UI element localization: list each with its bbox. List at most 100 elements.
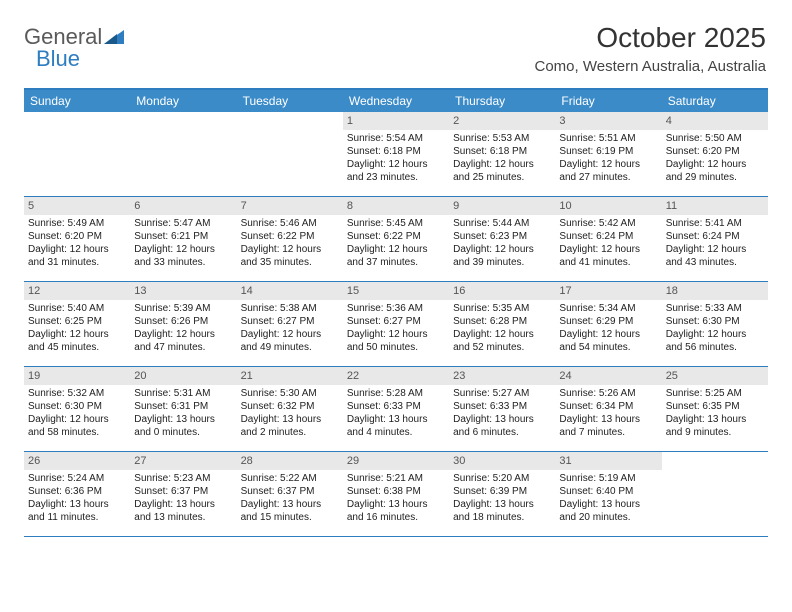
day-cell: 22Sunrise: 5:28 AMSunset: 6:33 PMDayligh… bbox=[343, 367, 449, 451]
sunrise-text: Sunrise: 5:44 AM bbox=[453, 217, 551, 230]
day-body: Sunrise: 5:44 AMSunset: 6:23 PMDaylight:… bbox=[449, 215, 555, 273]
daylight-text: Daylight: 12 hours and 49 minutes. bbox=[241, 328, 339, 354]
sunrise-text: Sunrise: 5:40 AM bbox=[28, 302, 126, 315]
day-number: 12 bbox=[24, 282, 130, 300]
day-header: Tuesday bbox=[237, 90, 343, 112]
week-row: 26Sunrise: 5:24 AMSunset: 6:36 PMDayligh… bbox=[24, 452, 768, 537]
month-title: October 2025 bbox=[535, 22, 767, 54]
sunset-text: Sunset: 6:22 PM bbox=[347, 230, 445, 243]
day-number: 30 bbox=[449, 452, 555, 470]
day-cell: 5Sunrise: 5:49 AMSunset: 6:20 PMDaylight… bbox=[24, 197, 130, 281]
day-body: Sunrise: 5:22 AMSunset: 6:37 PMDaylight:… bbox=[237, 470, 343, 528]
logo-text-blue-wrap: Blue bbox=[36, 46, 80, 72]
day-number: 10 bbox=[555, 197, 661, 215]
day-cell: 8Sunrise: 5:45 AMSunset: 6:22 PMDaylight… bbox=[343, 197, 449, 281]
daylight-text: Daylight: 13 hours and 15 minutes. bbox=[241, 498, 339, 524]
day-number: 8 bbox=[343, 197, 449, 215]
day-number: 17 bbox=[555, 282, 661, 300]
sunset-text: Sunset: 6:24 PM bbox=[559, 230, 657, 243]
daylight-text: Daylight: 13 hours and 6 minutes. bbox=[453, 413, 551, 439]
sunset-text: Sunset: 6:30 PM bbox=[666, 315, 764, 328]
sunrise-text: Sunrise: 5:25 AM bbox=[666, 387, 764, 400]
day-body: Sunrise: 5:46 AMSunset: 6:22 PMDaylight:… bbox=[237, 215, 343, 273]
day-cell: 6Sunrise: 5:47 AMSunset: 6:21 PMDaylight… bbox=[130, 197, 236, 281]
sunrise-text: Sunrise: 5:36 AM bbox=[347, 302, 445, 315]
week-row: 5Sunrise: 5:49 AMSunset: 6:20 PMDaylight… bbox=[24, 197, 768, 282]
day-number: 22 bbox=[343, 367, 449, 385]
day-body: Sunrise: 5:27 AMSunset: 6:33 PMDaylight:… bbox=[449, 385, 555, 443]
day-cell: 17Sunrise: 5:34 AMSunset: 6:29 PMDayligh… bbox=[555, 282, 661, 366]
sunrise-text: Sunrise: 5:20 AM bbox=[453, 472, 551, 485]
sunset-text: Sunset: 6:32 PM bbox=[241, 400, 339, 413]
sunset-text: Sunset: 6:39 PM bbox=[453, 485, 551, 498]
day-body: Sunrise: 5:47 AMSunset: 6:21 PMDaylight:… bbox=[130, 215, 236, 273]
day-number: 1 bbox=[343, 112, 449, 130]
day-cell: 1Sunrise: 5:54 AMSunset: 6:18 PMDaylight… bbox=[343, 112, 449, 196]
daylight-text: Daylight: 13 hours and 9 minutes. bbox=[666, 413, 764, 439]
day-header: Saturday bbox=[662, 90, 768, 112]
day-body: Sunrise: 5:30 AMSunset: 6:32 PMDaylight:… bbox=[237, 385, 343, 443]
sunrise-text: Sunrise: 5:28 AM bbox=[347, 387, 445, 400]
sunrise-text: Sunrise: 5:19 AM bbox=[559, 472, 657, 485]
day-number: 3 bbox=[555, 112, 661, 130]
day-cell: 4Sunrise: 5:50 AMSunset: 6:20 PMDaylight… bbox=[662, 112, 768, 196]
sunset-text: Sunset: 6:35 PM bbox=[666, 400, 764, 413]
day-cell: 14Sunrise: 5:38 AMSunset: 6:27 PMDayligh… bbox=[237, 282, 343, 366]
day-cell: 12Sunrise: 5:40 AMSunset: 6:25 PMDayligh… bbox=[24, 282, 130, 366]
day-number: 14 bbox=[237, 282, 343, 300]
sunrise-text: Sunrise: 5:22 AM bbox=[241, 472, 339, 485]
daylight-text: Daylight: 13 hours and 20 minutes. bbox=[559, 498, 657, 524]
sunset-text: Sunset: 6:34 PM bbox=[559, 400, 657, 413]
sunrise-text: Sunrise: 5:53 AM bbox=[453, 132, 551, 145]
sunset-text: Sunset: 6:18 PM bbox=[453, 145, 551, 158]
day-body: Sunrise: 5:21 AMSunset: 6:38 PMDaylight:… bbox=[343, 470, 449, 528]
daylight-text: Daylight: 12 hours and 41 minutes. bbox=[559, 243, 657, 269]
sunset-text: Sunset: 6:22 PM bbox=[241, 230, 339, 243]
logo-text-blue: Blue bbox=[36, 46, 80, 71]
sunset-text: Sunset: 6:27 PM bbox=[241, 315, 339, 328]
day-cell bbox=[24, 112, 130, 196]
daylight-text: Daylight: 12 hours and 43 minutes. bbox=[666, 243, 764, 269]
day-cell: 13Sunrise: 5:39 AMSunset: 6:26 PMDayligh… bbox=[130, 282, 236, 366]
daylight-text: Daylight: 12 hours and 37 minutes. bbox=[347, 243, 445, 269]
day-number: 25 bbox=[662, 367, 768, 385]
sunset-text: Sunset: 6:26 PM bbox=[134, 315, 232, 328]
sunrise-text: Sunrise: 5:21 AM bbox=[347, 472, 445, 485]
day-header-row: SundayMondayTuesdayWednesdayThursdayFrid… bbox=[24, 90, 768, 112]
week-row: 19Sunrise: 5:32 AMSunset: 6:30 PMDayligh… bbox=[24, 367, 768, 452]
sunrise-text: Sunrise: 5:31 AM bbox=[134, 387, 232, 400]
day-body: Sunrise: 5:41 AMSunset: 6:24 PMDaylight:… bbox=[662, 215, 768, 273]
daylight-text: Daylight: 13 hours and 13 minutes. bbox=[134, 498, 232, 524]
day-body: Sunrise: 5:39 AMSunset: 6:26 PMDaylight:… bbox=[130, 300, 236, 358]
day-body: Sunrise: 5:23 AMSunset: 6:37 PMDaylight:… bbox=[130, 470, 236, 528]
sunset-text: Sunset: 6:28 PM bbox=[453, 315, 551, 328]
sunset-text: Sunset: 6:19 PM bbox=[559, 145, 657, 158]
sunset-text: Sunset: 6:38 PM bbox=[347, 485, 445, 498]
day-number: 24 bbox=[555, 367, 661, 385]
sunrise-text: Sunrise: 5:35 AM bbox=[453, 302, 551, 315]
day-body: Sunrise: 5:36 AMSunset: 6:27 PMDaylight:… bbox=[343, 300, 449, 358]
location-text: Como, Western Australia, Australia bbox=[535, 58, 767, 75]
sunset-text: Sunset: 6:33 PM bbox=[453, 400, 551, 413]
day-cell bbox=[237, 112, 343, 196]
day-number: 15 bbox=[343, 282, 449, 300]
daylight-text: Daylight: 12 hours and 25 minutes. bbox=[453, 158, 551, 184]
daylight-text: Daylight: 13 hours and 0 minutes. bbox=[134, 413, 232, 439]
day-body: Sunrise: 5:50 AMSunset: 6:20 PMDaylight:… bbox=[662, 130, 768, 188]
day-number: 11 bbox=[662, 197, 768, 215]
day-body: Sunrise: 5:54 AMSunset: 6:18 PMDaylight:… bbox=[343, 130, 449, 188]
day-header: Thursday bbox=[449, 90, 555, 112]
day-cell: 21Sunrise: 5:30 AMSunset: 6:32 PMDayligh… bbox=[237, 367, 343, 451]
sunrise-text: Sunrise: 5:23 AM bbox=[134, 472, 232, 485]
daylight-text: Daylight: 12 hours and 52 minutes. bbox=[453, 328, 551, 354]
sunset-text: Sunset: 6:25 PM bbox=[28, 315, 126, 328]
sunset-text: Sunset: 6:36 PM bbox=[28, 485, 126, 498]
day-cell: 15Sunrise: 5:36 AMSunset: 6:27 PMDayligh… bbox=[343, 282, 449, 366]
daylight-text: Daylight: 12 hours and 31 minutes. bbox=[28, 243, 126, 269]
day-cell: 7Sunrise: 5:46 AMSunset: 6:22 PMDaylight… bbox=[237, 197, 343, 281]
day-number: 4 bbox=[662, 112, 768, 130]
sunrise-text: Sunrise: 5:51 AM bbox=[559, 132, 657, 145]
sunset-text: Sunset: 6:27 PM bbox=[347, 315, 445, 328]
sunrise-text: Sunrise: 5:50 AM bbox=[666, 132, 764, 145]
sunrise-text: Sunrise: 5:41 AM bbox=[666, 217, 764, 230]
